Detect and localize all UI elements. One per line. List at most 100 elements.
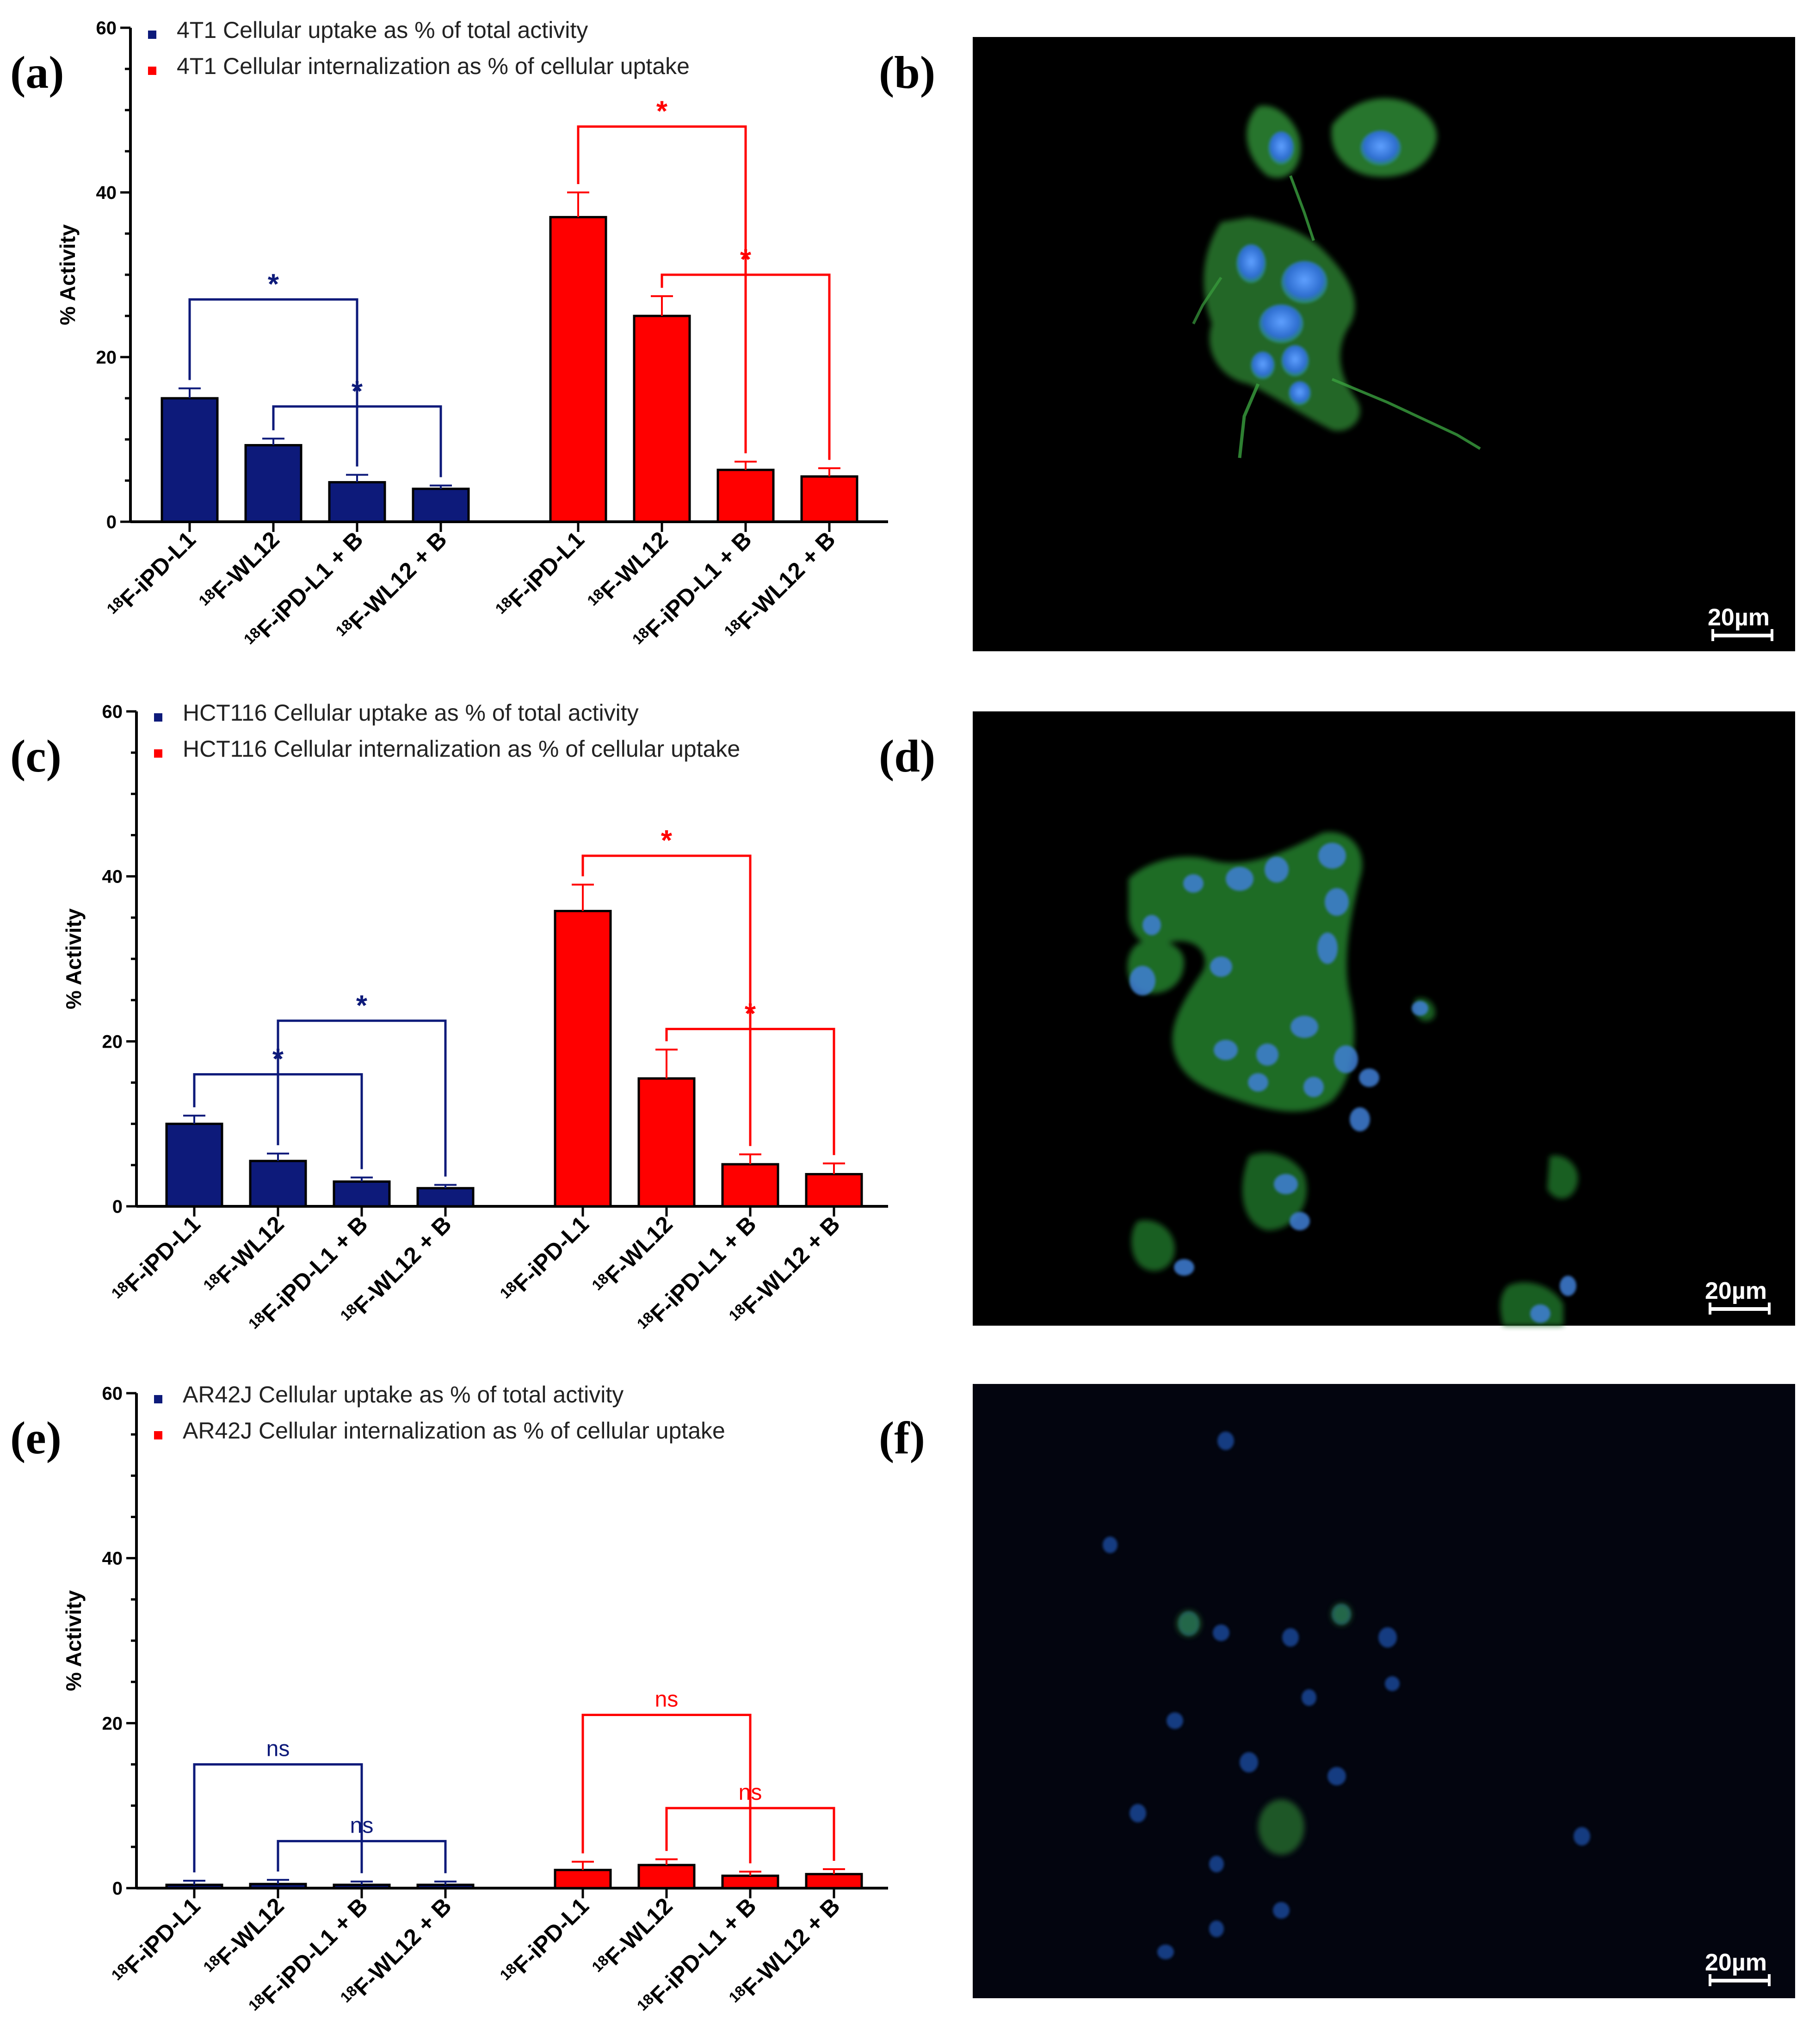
significance-bracket bbox=[577, 125, 747, 454]
nucleus bbox=[1130, 966, 1155, 995]
y-tick-label: 0 bbox=[112, 1197, 123, 1217]
significance-label: * bbox=[656, 96, 668, 128]
legend-label: AR42J Cellular internalization as % of c… bbox=[183, 1418, 725, 1444]
x-tick-label: 18F-iPD-L1 bbox=[108, 1211, 205, 1308]
cell-process bbox=[1289, 175, 1315, 241]
bar bbox=[805, 1873, 863, 1890]
bar bbox=[412, 488, 470, 523]
nucleus bbox=[1530, 1304, 1550, 1323]
cell-process bbox=[1331, 378, 1481, 450]
chart-e: 0 20 40 60 % Activity AR42J Cellular uptake a… bbox=[62, 1382, 888, 2014]
nucleus bbox=[1256, 1044, 1278, 1066]
bar bbox=[549, 216, 607, 523]
nucleus bbox=[1318, 843, 1346, 869]
y-tick-label: 60 bbox=[102, 702, 123, 722]
significance-bracket bbox=[581, 1714, 752, 1864]
y-tick-label: 20 bbox=[102, 1031, 123, 1052]
bar bbox=[633, 315, 691, 523]
scale-bar-line bbox=[1712, 634, 1772, 637]
nucleus bbox=[1378, 1627, 1397, 1648]
nucleus bbox=[1226, 867, 1253, 891]
significance-label: * bbox=[745, 998, 756, 1030]
y-tick-label: 0 bbox=[106, 512, 117, 532]
x-tick-label-text: F-WL12 bbox=[600, 1211, 678, 1288]
x-tick-label-text: F-iPD-L1 bbox=[120, 1211, 205, 1297]
significance-label: ns bbox=[655, 1687, 679, 1712]
y-axis-label: % Activity bbox=[56, 224, 80, 326]
scale-bar-cap bbox=[1709, 1303, 1711, 1315]
panel-label-a: (a) bbox=[10, 47, 64, 98]
bar bbox=[805, 1173, 863, 1208]
cell-body bbox=[1547, 1155, 1578, 1199]
nucleus bbox=[1209, 1856, 1224, 1872]
nucleus bbox=[1174, 1259, 1194, 1276]
nucleus bbox=[1289, 381, 1311, 405]
nucleus bbox=[1303, 1077, 1324, 1097]
bar bbox=[244, 444, 303, 523]
bar bbox=[716, 469, 775, 523]
x-tick-label: 18F-WL12 bbox=[195, 526, 284, 615]
image-background bbox=[973, 711, 1795, 1326]
bar bbox=[416, 1187, 475, 1208]
nucleus bbox=[1217, 1432, 1234, 1450]
nucleus bbox=[1265, 857, 1289, 883]
x-tick-label: 18F-iPD-L1 bbox=[497, 1893, 594, 1990]
y-tick-label: 40 bbox=[102, 867, 123, 887]
nucleus bbox=[1167, 1712, 1183, 1729]
x-tick-label-text: F-WL12 bbox=[600, 1893, 678, 1970]
chart-a: 0 20 40 60 % Activity 4T1 Cellular uptake as … bbox=[56, 17, 888, 648]
scale-bar-cap bbox=[1768, 1303, 1771, 1315]
nucleus bbox=[1142, 915, 1161, 935]
bar bbox=[165, 1123, 223, 1208]
x-tick-label: 18F-WL12 bbox=[200, 1893, 289, 1982]
significance-bracket bbox=[188, 298, 358, 467]
x-tick-label: 18F-iPD-L1 bbox=[108, 1893, 205, 1990]
bar bbox=[249, 1160, 307, 1208]
x-tick-label-text: F-iPD-L1 bbox=[115, 526, 201, 612]
scale-bar-cap bbox=[1768, 1974, 1771, 1986]
nucleus bbox=[1214, 1040, 1238, 1060]
legend-swatch bbox=[154, 749, 162, 758]
bar bbox=[554, 1869, 612, 1890]
x-tick-label: 18F-WL12 bbox=[200, 1211, 289, 1300]
nucleus bbox=[1183, 874, 1204, 893]
bar bbox=[637, 1864, 696, 1890]
y-tick-label: 60 bbox=[96, 18, 117, 38]
cell-body bbox=[1331, 1603, 1352, 1625]
nucleus bbox=[1560, 1276, 1576, 1296]
significance-bracket bbox=[272, 405, 442, 477]
nucleus bbox=[1412, 1001, 1428, 1016]
legend-label: HCT116 Cellular uptake as % of total act… bbox=[183, 700, 639, 726]
nucleus bbox=[1360, 130, 1401, 166]
legend-label: HCT116 Cellular internalization as % of … bbox=[183, 736, 740, 762]
y-tick-label: 60 bbox=[102, 1383, 123, 1404]
nuclei-d bbox=[1130, 843, 1576, 1323]
x-tick-label-text: F-WL12 bbox=[207, 526, 284, 604]
legend-swatch bbox=[148, 67, 156, 75]
x-tick-label-text: F-WL12 bbox=[212, 1211, 289, 1288]
legend-label: 4T1 Cellular uptake as % of total activi… bbox=[177, 17, 588, 43]
legend-swatch bbox=[154, 1431, 162, 1439]
x-tick-label-text: F-WL12 bbox=[596, 526, 673, 604]
bar bbox=[637, 1077, 696, 1208]
panel-label-c: (c) bbox=[10, 730, 62, 782]
nucleus bbox=[1350, 1107, 1370, 1131]
bar bbox=[721, 1874, 779, 1890]
x-tick-label-text: F-iPD-L1 bbox=[508, 1211, 594, 1297]
legend-label: AR42J Cellular uptake as % of total acti… bbox=[183, 1382, 624, 1408]
nucleus bbox=[1236, 244, 1266, 283]
bar bbox=[800, 475, 858, 523]
scale-bar-cap bbox=[1709, 1974, 1711, 1986]
nucleus bbox=[1268, 131, 1294, 165]
significance-label: * bbox=[352, 376, 363, 408]
x-tick-label: 18F-WL12 bbox=[584, 526, 673, 615]
significance-bracket bbox=[665, 1028, 835, 1155]
scale-bar-cap bbox=[1771, 629, 1773, 641]
cell-body bbox=[1129, 832, 1363, 1112]
nucleus bbox=[1290, 1212, 1310, 1230]
nucleus bbox=[1273, 1902, 1290, 1919]
nucleus bbox=[1274, 1174, 1298, 1194]
y-tick-label: 20 bbox=[96, 347, 117, 368]
significance-bracket bbox=[193, 1763, 363, 1873]
